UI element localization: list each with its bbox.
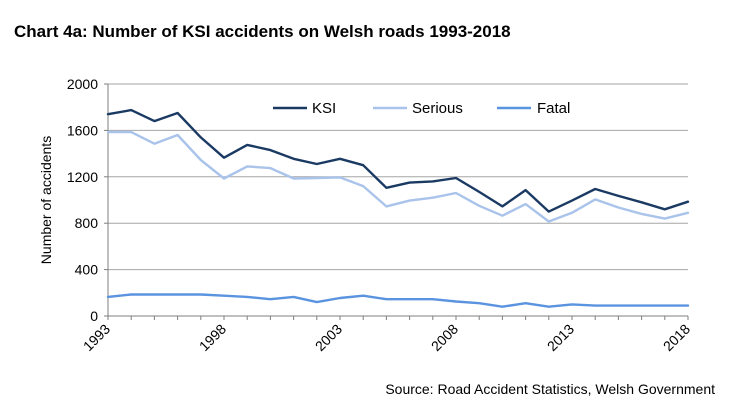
y-axis-label: Number of accidents: [38, 136, 54, 264]
x-tick-label-1998: 1998: [196, 321, 229, 354]
chart-title: Chart 4a: Number of KSI accidents on Wel…: [14, 22, 511, 41]
legend-label-ksi: KSI: [312, 100, 336, 117]
y-tick-label-0: 0: [90, 308, 98, 324]
x-tick-label-2013: 2013: [544, 321, 577, 354]
series-line-fatal: [106, 293, 690, 308]
x-tick-label-2018: 2018: [660, 321, 693, 354]
series-line-ksi: [106, 108, 690, 213]
x-tick-label-2008: 2008: [428, 321, 461, 354]
legend-label-fatal: Fatal: [537, 100, 570, 117]
x-tick-label-1993: 1993: [80, 321, 113, 354]
y-tick-label-1200: 1200: [67, 169, 98, 185]
source-note: Source: Road Accident Statistics, Welsh …: [385, 381, 715, 397]
y-tick-label-800: 800: [75, 215, 99, 231]
series-line-serious: [106, 130, 690, 223]
legend-label-serious: Serious: [412, 100, 463, 117]
x-tick-label-2003: 2003: [312, 321, 345, 354]
y-tick-label-2000: 2000: [67, 76, 98, 92]
y-tick-label-400: 400: [75, 262, 99, 278]
y-tick-label-1600: 1600: [67, 122, 98, 138]
